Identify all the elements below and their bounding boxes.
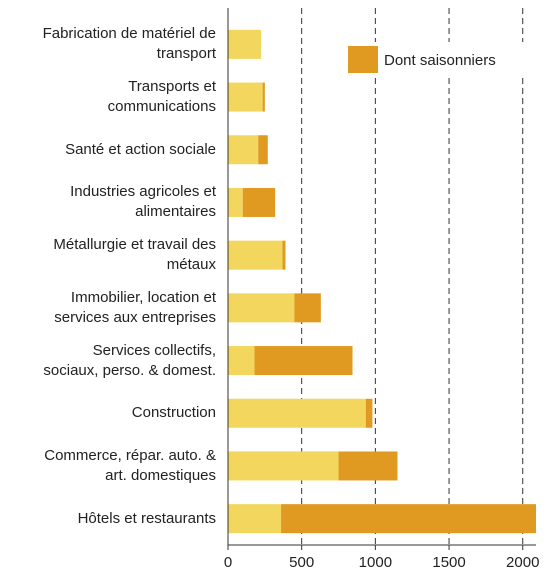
bar-segment bbox=[228, 187, 243, 217]
bar-segment bbox=[281, 504, 536, 534]
x-tick-label: 1000 bbox=[359, 554, 392, 571]
bar-segment bbox=[258, 135, 268, 165]
y-tick-label: Hôtels et restaurants bbox=[77, 509, 216, 527]
bar-segment bbox=[254, 346, 353, 376]
x-tick-label: 0 bbox=[224, 554, 232, 571]
bar-segment bbox=[338, 451, 398, 481]
bar-segment bbox=[228, 240, 283, 270]
y-tick-label: Commerce, répar. auto. & art. domestique… bbox=[44, 446, 216, 484]
y-tick-label: Industries agricoles et alimentaires bbox=[70, 183, 216, 221]
bar-segment bbox=[228, 293, 295, 323]
y-tick-label: Immobilier, location et services aux ent… bbox=[54, 288, 216, 326]
y-tick-label: Métallurgie et travail des métaux bbox=[53, 236, 216, 274]
bar-segment bbox=[282, 240, 286, 270]
bar-segment bbox=[262, 82, 265, 112]
legend-swatch bbox=[348, 46, 378, 73]
y-tick-label: Fabrication de matériel de transport bbox=[42, 25, 216, 63]
y-tick-label: Transports et communications bbox=[107, 78, 216, 116]
legend-label: Dont saisonniers bbox=[384, 52, 496, 69]
bar-segment bbox=[294, 293, 321, 323]
bar-segment bbox=[228, 504, 282, 534]
x-tick-label: 2000 bbox=[506, 554, 539, 571]
bar-segment bbox=[228, 135, 259, 165]
bar-segment bbox=[228, 398, 366, 428]
bar-segment bbox=[228, 346, 255, 376]
x-tick-label: 500 bbox=[289, 554, 314, 571]
y-tick-label: Construction bbox=[131, 404, 216, 422]
x-tick-label: 1500 bbox=[432, 554, 465, 571]
y-tick-label: Santé et action sociale bbox=[65, 140, 216, 158]
y-tick-label: Services collectifs, sociaux, perso. & d… bbox=[43, 341, 216, 379]
bar-segment bbox=[228, 82, 263, 112]
bar-segment bbox=[228, 29, 262, 59]
bar-segment bbox=[242, 187, 276, 217]
bar-segment bbox=[228, 451, 339, 481]
bar-segment bbox=[365, 398, 373, 428]
